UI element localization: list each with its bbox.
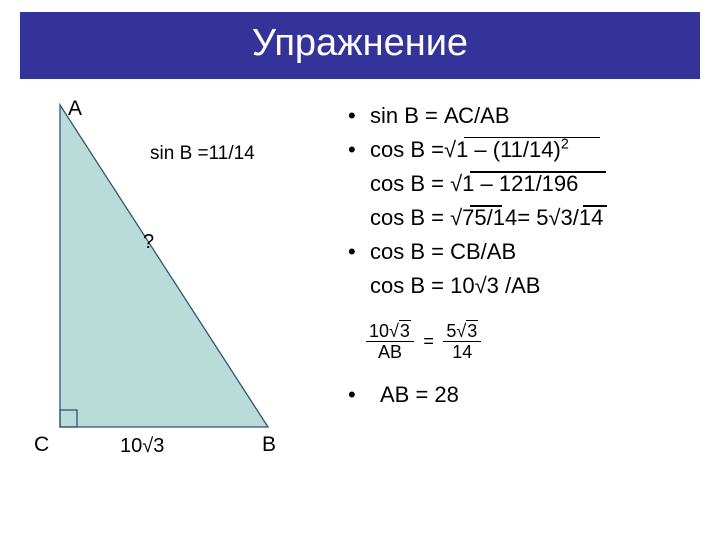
slide-title: Упражнение [252, 22, 468, 64]
eq-part: cos B = √ [370, 171, 462, 196]
vertex-a-label: A [68, 97, 82, 121]
eq-part: 75/ [462, 205, 493, 230]
title-bar: Упражнение [20, 12, 700, 79]
fraction-numerator: 10√3 [366, 322, 414, 341]
solution-line-3: cos B = √1 – 121/196 [348, 167, 692, 201]
content-area: A C B sin B =11/14 ? 10√3 • sin B = АС/А… [0, 79, 720, 477]
eq-part: 3/ [561, 205, 579, 230]
bullet-icon: • [348, 378, 370, 412]
fraction-right: 5√3 14 [443, 322, 481, 363]
eq-part: 14= 5√ [493, 205, 561, 230]
fraction-denominator: AB [366, 343, 414, 362]
eq-cos-root3: cos B = √75/14= 5√3/14 [370, 201, 603, 235]
num-part: 10 [369, 321, 389, 341]
eq-part: 1 – (11/14) [456, 137, 561, 162]
solution-line-6: cos B = 10√3 /АВ [348, 269, 692, 303]
sin-value-label: sin B =11/14 [150, 143, 255, 165]
vertex-c-label: C [34, 433, 49, 457]
solution-line-2: • cos B =√1 – (11/14)2 [348, 133, 692, 167]
solution-line-5: • cos B = СВ/АВ [348, 235, 692, 269]
solution-line-4: cos B = √75/14= 5√3/14 [348, 201, 692, 235]
fraction-denominator: 14 [443, 343, 481, 362]
fraction-left: 10√3 AB [366, 322, 414, 363]
equals-sign: = [423, 331, 434, 351]
num-part: 5 [446, 321, 456, 341]
radicand: 3 [399, 320, 411, 341]
vertex-b-label: B [262, 433, 276, 457]
hypotenuse-question: ? [143, 231, 154, 254]
eq-part: cos B = √ [370, 205, 462, 230]
sqrt-icon: √3 [456, 322, 478, 341]
eq-sin-ratio: sin B = АС/АВ [370, 99, 510, 133]
triangle-diagram: A C B sin B =11/14 ? 10√3 [30, 97, 320, 477]
base-length-label: 10√3 [120, 435, 164, 458]
eq-cos-ratio: cos B = СВ/АВ [370, 235, 516, 269]
radicand: 3 [466, 320, 478, 341]
solution-answer-line: • АВ = 28 [348, 378, 692, 412]
diagram-column: A C B sin B =11/14 ? 10√3 [30, 97, 340, 477]
solution-column: • sin B = АС/АВ • cos B =√1 – (11/14)2 c… [340, 97, 692, 477]
bullet-icon: • [348, 235, 370, 269]
eq-cos-root1: cos B =√1 – (11/14)2 [370, 133, 569, 167]
eq-superscript: 2 [561, 137, 569, 153]
fraction-numerator: 5√3 [443, 322, 481, 341]
eq-part: 1 – 121/196 [462, 171, 578, 196]
solution-line-1: • sin B = АС/АВ [348, 99, 692, 133]
sqrt-overline [583, 205, 607, 206]
final-answer: АВ = 28 [370, 378, 459, 412]
sqrt-overline [464, 137, 600, 138]
eq-part: cos B =√ [370, 137, 456, 162]
bullet-icon: • [348, 133, 370, 167]
bullet-icon: • [348, 99, 370, 133]
sqrt-icon: √3 [389, 322, 411, 341]
equation-fraction: 10√3 AB = 5√3 14 [366, 322, 516, 368]
sqrt-overline [470, 205, 502, 206]
sqrt-overline [470, 171, 606, 172]
eq-part: 14 [579, 205, 603, 230]
eq-cos-numeric: cos B = 10√3 /АВ [370, 269, 540, 303]
eq-cos-root2: cos B = √1 – 121/196 [370, 167, 578, 201]
